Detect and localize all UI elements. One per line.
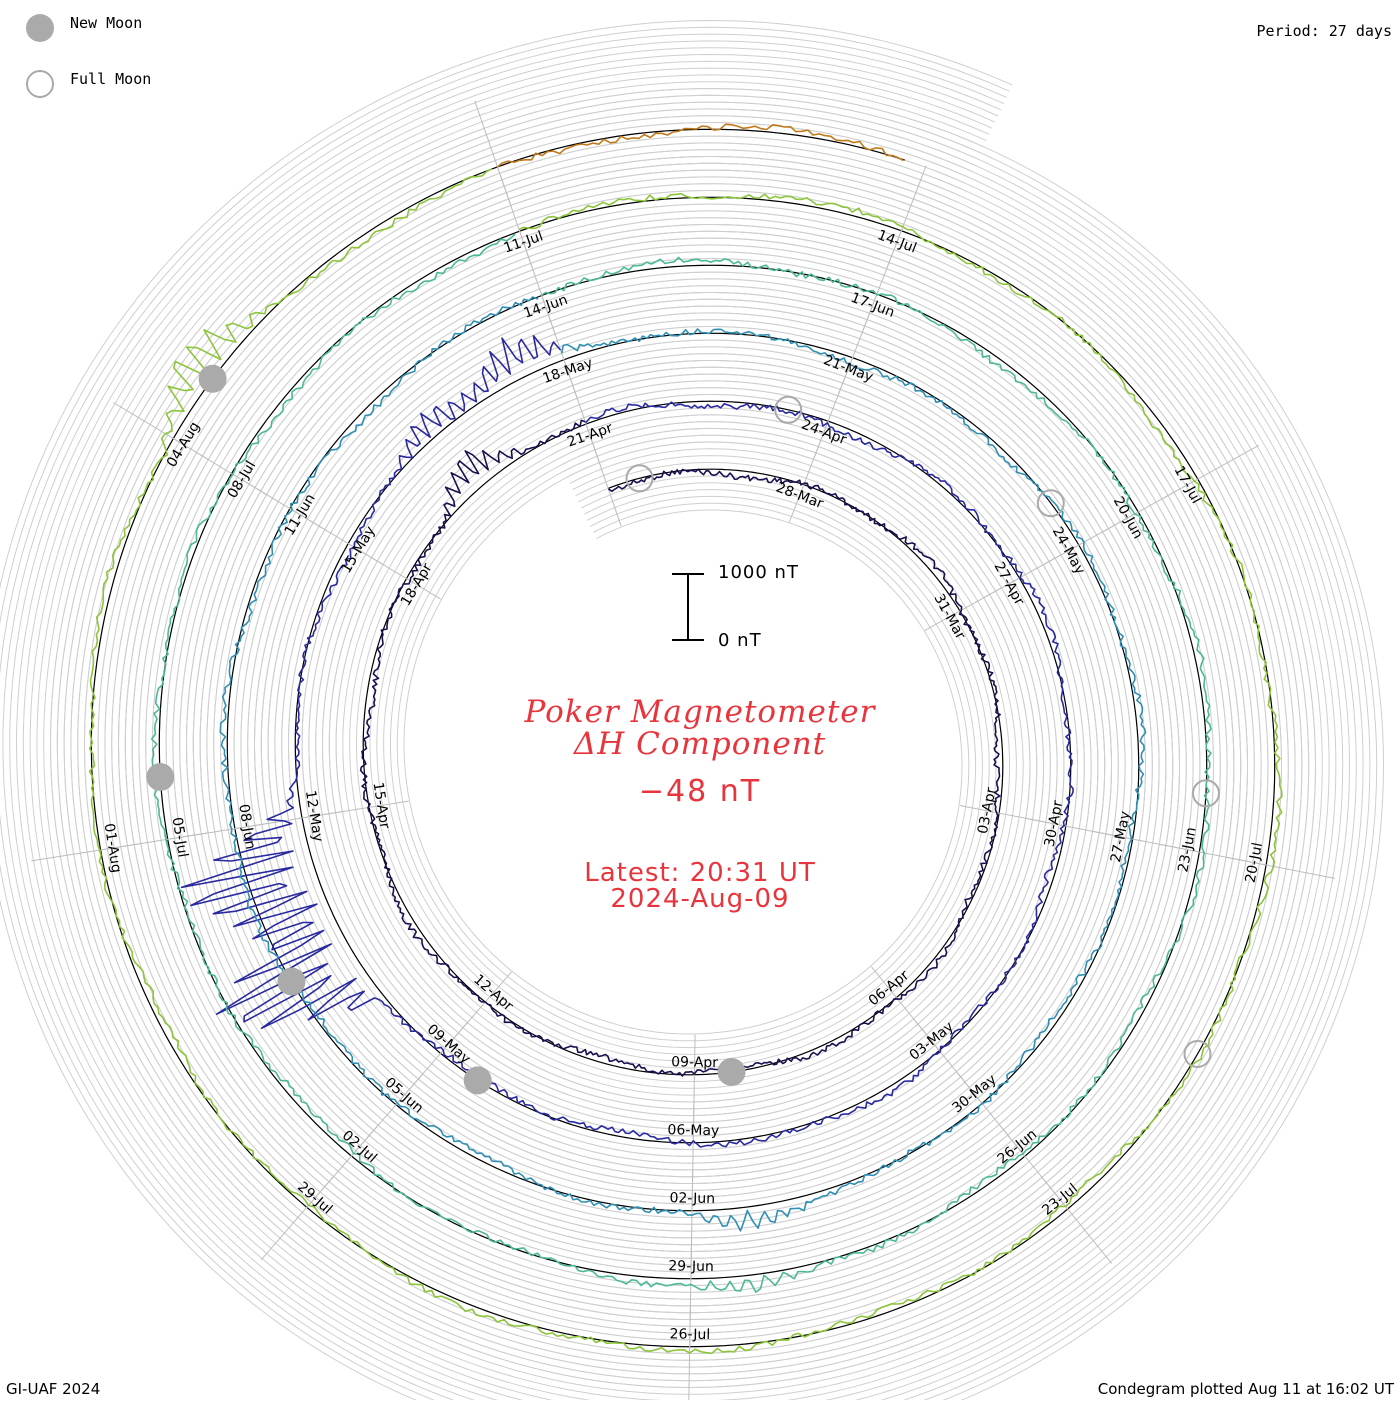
full-moon-icon (26, 70, 54, 98)
grid-spiral (0, 19, 1385, 1404)
date-spoke (1042, 1177, 1113, 1264)
scale-top-label: 1000 nT (718, 562, 799, 583)
chart-title: Poker Magnetometer (524, 694, 876, 730)
trace-layer (88, 123, 1283, 1355)
full-moon-marker (1183, 1040, 1212, 1068)
date-label: 26-Jun (995, 1126, 1040, 1167)
legend-full-moon: Full Moon (26, 68, 151, 100)
grid-spiral (0, 33, 1371, 1404)
date-label: 12-May (302, 789, 326, 843)
moon-marker-layer (146, 364, 1220, 1095)
date-label: 29-Jul (294, 1179, 335, 1218)
grid-spiral (43, 81, 1323, 1395)
new-moon-marker (717, 1058, 746, 1086)
date-label: 01-Aug (101, 822, 125, 874)
date-label: 28-Mar (774, 480, 826, 513)
grid-spiral (36, 74, 1330, 1402)
new-moon-marker (463, 1066, 492, 1095)
date-label: 02-Jun (669, 1190, 715, 1207)
grid-spiral (29, 67, 1337, 1404)
date-spoke (1226, 856, 1335, 879)
full-moon-marker (774, 395, 803, 424)
date-spoke (113, 402, 208, 460)
latest-date: 2024-Aug-09 (610, 884, 790, 914)
date-label: 09-May (424, 1021, 474, 1067)
trace-rotation-1 (359, 419, 1001, 1077)
new-moon-marker (277, 967, 306, 996)
date-spoke (31, 843, 141, 862)
date-spoke (886, 165, 927, 269)
date-label: 21-May (821, 352, 875, 386)
trace-rotation-2 (180, 335, 1074, 1148)
new-moon-marker (146, 763, 175, 791)
full-moon-marker (1036, 489, 1065, 518)
date-spoke (1162, 444, 1260, 499)
date-label: 23-Jul (1039, 1181, 1081, 1219)
grid-spiral (15, 53, 1351, 1404)
grid-spiral (9, 47, 1357, 1404)
trace-rotation-4 (150, 233, 1212, 1293)
date-spoke-layer (31, 100, 1335, 1404)
scale-bar (672, 573, 704, 641)
grid-layer (0, 19, 1385, 1404)
date-spoke (474, 100, 511, 205)
date-spoke (260, 1176, 334, 1261)
date-label: 08-Jun (235, 803, 258, 850)
period-label: Period: 27 days (1256, 22, 1392, 40)
trace-rotation-5 (88, 167, 1283, 1355)
legend-new-moon-label: New Moon (70, 14, 143, 32)
date-label: 06-May (667, 1122, 719, 1139)
date-label: 05-Jul (169, 816, 191, 859)
legend-new-moon: New Moon (26, 12, 142, 44)
date-label: 20-Jul (1243, 841, 1266, 884)
latest-time: Latest: 20:31 UT (584, 858, 816, 888)
current-value: −48 nT (638, 774, 762, 809)
date-label: 21-Apr (565, 420, 615, 450)
date-spoke (688, 1306, 691, 1404)
date-label: 11-Jul (502, 228, 546, 256)
trace-rotation-6 (496, 123, 904, 168)
trace-rotation-3 (219, 296, 1147, 1232)
grid-spiral (0, 26, 1378, 1404)
credit-label: GI-UAF 2024 (6, 1380, 101, 1398)
scale-bottom-label: 0 nT (718, 630, 762, 651)
new-moon-icon (26, 14, 54, 42)
date-label: 24-Apr (799, 417, 849, 449)
date-label: 09-Apr (671, 1054, 718, 1071)
new-moon-marker (198, 364, 227, 393)
full-moon-marker (625, 464, 654, 493)
grid-spiral (2, 40, 1364, 1404)
date-label: 18-May (541, 355, 595, 387)
plotted-label: Condegram plotted Aug 11 at 16:02 UT (1097, 1380, 1394, 1398)
date-label: 29-Jun (668, 1258, 714, 1275)
legend-full-moon-label: Full Moon (70, 70, 152, 88)
date-label: 26-Jul (669, 1326, 710, 1343)
full-moon-marker (1192, 779, 1220, 808)
date-label: 15-Apr (370, 781, 393, 830)
chart-subtitle: ΔH Component (573, 726, 827, 762)
